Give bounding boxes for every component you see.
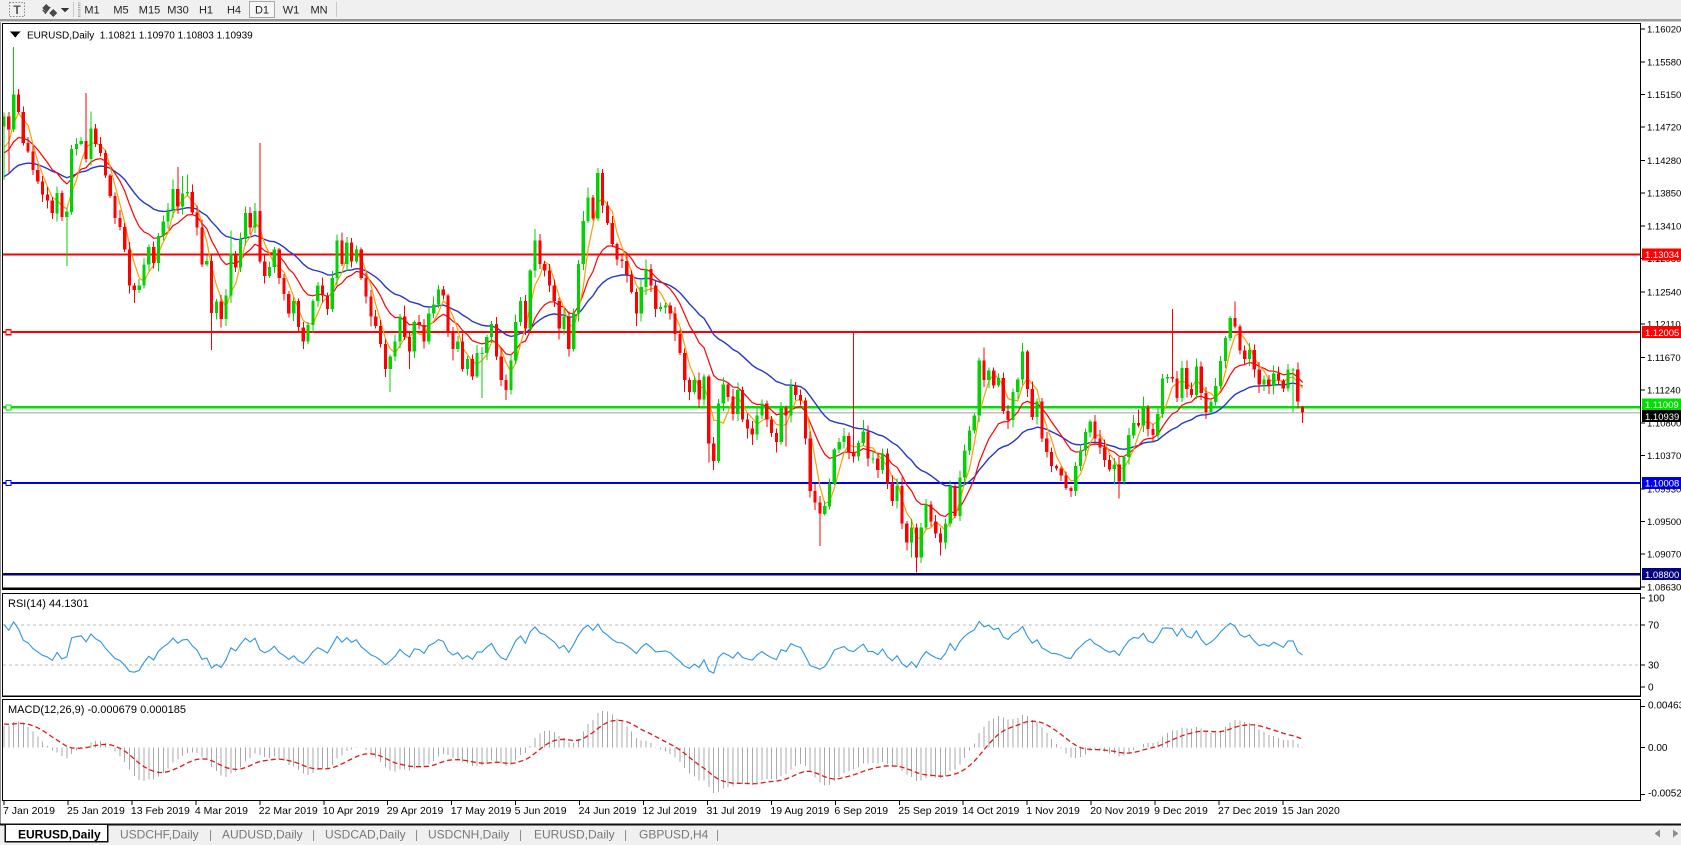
svg-text:1.09070: 1.09070 — [1647, 549, 1681, 560]
svg-text:M15: M15 — [139, 5, 160, 17]
svg-text:AUDUSD,Daily: AUDUSD,Daily — [222, 828, 303, 842]
svg-text:H4: H4 — [227, 5, 241, 17]
svg-text:31 Jul 2019: 31 Jul 2019 — [707, 805, 761, 817]
svg-text:1.13410: 1.13410 — [1647, 222, 1681, 233]
svg-text:M1: M1 — [84, 5, 99, 17]
svg-text:MN: MN — [310, 5, 327, 17]
svg-text:14 Oct 2019: 14 Oct 2019 — [962, 805, 1019, 817]
svg-text:EURUSD,Daily 1.10821 1.10970: EURUSD,Daily 1.10821 1.10970 1.10803 1.1… — [27, 31, 253, 42]
svg-text:M30: M30 — [167, 5, 188, 17]
svg-text:13 Feb 2019: 13 Feb 2019 — [131, 805, 190, 817]
svg-text:1.09500: 1.09500 — [1647, 517, 1681, 528]
svg-text:22 Mar 2019: 22 Mar 2019 — [259, 805, 318, 817]
svg-text:T: T — [13, 3, 21, 17]
svg-text:1.15150: 1.15150 — [1647, 90, 1681, 101]
svg-text:EURUSD,Daily: EURUSD,Daily — [534, 828, 615, 842]
svg-text:12 Jul 2019: 12 Jul 2019 — [643, 805, 697, 817]
svg-text:24 Jun 2019: 24 Jun 2019 — [579, 805, 637, 817]
svg-text:|: | — [312, 828, 315, 842]
svg-text:5 Jun 2019: 5 Jun 2019 — [515, 805, 567, 817]
svg-text:MACD(12,26,9) -0.000679 0.0001: MACD(12,26,9) -0.000679 0.000185 — [8, 704, 186, 716]
svg-text:EURUSD,Daily: EURUSD,Daily — [18, 828, 101, 842]
svg-text:H1: H1 — [199, 5, 213, 17]
svg-text:USDCAD,Daily: USDCAD,Daily — [325, 828, 406, 842]
svg-text:1 Nov 2019: 1 Nov 2019 — [1026, 805, 1080, 817]
svg-text:1.11670: 1.11670 — [1647, 353, 1681, 364]
svg-text:25 Sep 2019: 25 Sep 2019 — [898, 805, 958, 817]
svg-text:1.12005: 1.12005 — [1645, 328, 1679, 339]
svg-text:1.12540: 1.12540 — [1647, 287, 1681, 298]
svg-text:GBPUSD,H4: GBPUSD,H4 — [639, 828, 709, 842]
svg-text:15 Jan 2020: 15 Jan 2020 — [1282, 805, 1340, 817]
svg-text:100: 100 — [1648, 594, 1665, 605]
svg-text:1.14720: 1.14720 — [1647, 123, 1681, 134]
svg-text:0.00463: 0.00463 — [1648, 701, 1681, 712]
svg-text:W1: W1 — [283, 5, 300, 17]
svg-text:1.13034: 1.13034 — [1645, 250, 1679, 261]
svg-text:1.11240: 1.11240 — [1647, 385, 1681, 396]
svg-text:10 Apr 2019: 10 Apr 2019 — [323, 805, 380, 817]
svg-text:1.14280: 1.14280 — [1647, 156, 1681, 167]
svg-text:20 Nov 2019: 20 Nov 2019 — [1090, 805, 1150, 817]
svg-text:1.08630: 1.08630 — [1647, 583, 1681, 594]
svg-text:1.10939: 1.10939 — [1645, 412, 1679, 423]
svg-text:1.16020: 1.16020 — [1647, 25, 1681, 36]
svg-text:6 Sep 2019: 6 Sep 2019 — [834, 805, 888, 817]
svg-text:-0.00529: -0.00529 — [1648, 789, 1681, 800]
svg-text:|: | — [519, 828, 522, 842]
svg-text:1.15580: 1.15580 — [1647, 58, 1681, 69]
svg-text:0.00: 0.00 — [1648, 743, 1668, 754]
svg-text:4 Mar 2019: 4 Mar 2019 — [195, 805, 248, 817]
svg-text:9 Dec 2019: 9 Dec 2019 — [1154, 805, 1208, 817]
svg-text:25 Jan 2019: 25 Jan 2019 — [67, 805, 125, 817]
svg-text:|: | — [624, 828, 627, 842]
svg-text:RSI(14) 44.1301: RSI(14) 44.1301 — [8, 598, 89, 610]
svg-text:1.10370: 1.10370 — [1647, 451, 1681, 462]
svg-text:19 Aug 2019: 19 Aug 2019 — [770, 805, 829, 817]
svg-text:USDCNH,Daily: USDCNH,Daily — [428, 828, 509, 842]
svg-text:|: | — [209, 828, 212, 842]
svg-text:17 May 2019: 17 May 2019 — [451, 805, 512, 817]
svg-text:27 Dec 2019: 27 Dec 2019 — [1218, 805, 1278, 817]
svg-text:1.13850: 1.13850 — [1647, 188, 1681, 199]
svg-text:1.11009: 1.11009 — [1645, 400, 1679, 411]
svg-text:D1: D1 — [255, 5, 269, 17]
svg-text:30: 30 — [1648, 661, 1660, 672]
svg-text:1.09930: 1.09930 — [1647, 484, 1681, 495]
svg-text:29 Apr 2019: 29 Apr 2019 — [387, 805, 444, 817]
svg-text:1.12110: 1.12110 — [1647, 320, 1681, 331]
svg-text:1.10008: 1.10008 — [1645, 479, 1679, 490]
svg-text:|: | — [716, 828, 719, 842]
svg-text:7 Jan 2019: 7 Jan 2019 — [3, 805, 55, 817]
svg-text:0: 0 — [1648, 683, 1654, 694]
svg-text:70: 70 — [1648, 621, 1660, 632]
svg-text:1.08800: 1.08800 — [1645, 570, 1679, 581]
svg-text:M5: M5 — [113, 5, 128, 17]
svg-text:USDCHF,Daily: USDCHF,Daily — [120, 828, 199, 842]
svg-text:1.10800: 1.10800 — [1647, 419, 1681, 430]
svg-text:|: | — [415, 828, 418, 842]
